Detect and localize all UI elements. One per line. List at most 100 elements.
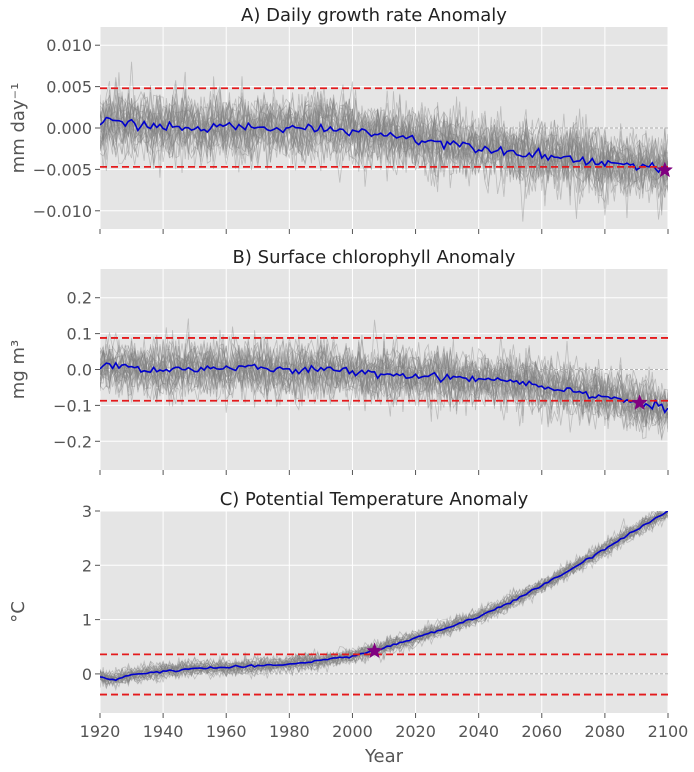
y-tick-label: 3 (82, 502, 92, 521)
x-tick-label: 1960 (206, 722, 247, 741)
ensemble-member-line (100, 511, 668, 682)
panel-title: C) Potential Temperature Anomaly (220, 489, 529, 510)
panel-title: B) Surface chlorophyll Anomaly (233, 247, 516, 268)
x-tick-label: 2100 (648, 722, 689, 741)
ensemble-member-line (100, 334, 668, 432)
series-group (100, 318, 668, 441)
ensemble-member-line (100, 76, 668, 198)
ensemble-member-line (100, 511, 668, 685)
ensemble-member-line (100, 512, 668, 683)
ensemble-member-line (100, 337, 668, 427)
ensemble-member-line (100, 92, 668, 198)
ensemble-member-line (100, 80, 668, 182)
y-tick-label: −0.1 (53, 396, 92, 415)
ensemble-mean-line (100, 361, 668, 414)
ensemble-member-line (100, 335, 668, 426)
ensemble-member-line (100, 94, 668, 220)
ensemble-member-line (100, 87, 668, 216)
y-tick-label: 0.010 (46, 36, 92, 55)
x-tick-label: 2080 (585, 722, 626, 741)
y-tick-label: −0.2 (53, 432, 92, 451)
x-axis-label: Year (364, 746, 404, 767)
ensemble-member-line (100, 337, 668, 432)
ensemble-member-line (100, 72, 668, 204)
ensemble-member-line (100, 100, 668, 205)
y-tick-label: 0.005 (46, 78, 92, 97)
emergence-star-marker (656, 161, 674, 178)
y-tick-label: 2 (82, 556, 92, 575)
ensemble-member-line (100, 511, 668, 684)
ensemble-member-line (100, 334, 668, 422)
ensemble-member-line (100, 94, 668, 219)
ensemble-member-line (100, 342, 668, 441)
ensemble-member-line (100, 338, 668, 426)
ensemble-member-line (100, 514, 668, 688)
ensemble-member-line (100, 89, 668, 216)
ensemble-member-line (100, 338, 668, 428)
ensemble-member-line (100, 511, 668, 681)
ensemble-member-line (100, 318, 668, 432)
ensemble-member-line (100, 91, 668, 194)
ensemble-member-line (100, 511, 668, 687)
ensemble-member-line (100, 337, 668, 424)
y-tick-label: 0.2 (67, 289, 92, 308)
y-tick-label: −0.005 (33, 160, 92, 179)
ensemble-member-line (100, 94, 668, 206)
y-axis-label: mm day⁻¹ (8, 83, 29, 174)
x-tick-label: 2060 (521, 722, 562, 741)
ensemble-member-line (100, 511, 668, 685)
ensemble-member-line (100, 338, 668, 426)
y-axis-label: °C (8, 601, 29, 623)
ensemble-member-line (100, 341, 668, 420)
ensemble-mean-line (100, 511, 668, 682)
ensemble-member-line (100, 319, 668, 407)
ensemble-mean-line (100, 116, 668, 174)
y-tick-label: 0.0 (67, 361, 92, 380)
ensemble-member-line (100, 512, 668, 690)
x-tick-label: 1980 (269, 722, 310, 741)
ensemble-member-line (100, 511, 668, 685)
panel-temperature: 1920 1940 1960 1980 2000 2020 2040 2060 2080 2100… (8, 489, 688, 741)
ensemble-member-line (100, 511, 661, 687)
emergence-star-marker (366, 642, 383, 659)
ensemble-member-line (100, 91, 668, 197)
ensemble-member-line (100, 330, 668, 427)
ensemble-member-line (100, 86, 668, 202)
ensemble-member-line (100, 511, 668, 690)
ensemble-member-line (100, 80, 668, 193)
x-tick-label: 1940 (143, 722, 184, 741)
y-tick-label: −0.010 (33, 202, 92, 221)
panel-chlorophyll: −0.2 −0.1 0.0 0.1 0.2 B) Surface chlorophyll … (8, 247, 669, 475)
x-tick-label: 2040 (458, 722, 499, 741)
y-tick-label: 1 (82, 611, 92, 630)
x-tick-label: 2000 (332, 722, 373, 741)
ensemble-member-line (100, 326, 668, 431)
ensemble-member-line (100, 61, 668, 186)
ensemble-member-line (100, 332, 668, 421)
ensemble-member-line (100, 337, 668, 424)
ensemble-member-line (100, 88, 668, 209)
panel-title: A) Daily growth rate Anomaly (241, 5, 507, 26)
ensemble-member-line (100, 511, 667, 683)
ensemble-member-line (100, 71, 668, 183)
ensemble-member-line (100, 334, 668, 427)
ensemble-member-line (100, 338, 668, 424)
emergence-star-marker (631, 394, 648, 410)
y-tick-label: 0 (82, 665, 92, 684)
ensemble-member-line (100, 92, 668, 219)
ensemble-member-line (100, 91, 668, 197)
ensemble-member-line (100, 347, 668, 430)
y-axis-label: mg m³ (8, 340, 29, 399)
ensemble-member-line (100, 99, 668, 222)
ensemble-member-line (100, 343, 668, 435)
ensemble-member-line (100, 511, 668, 685)
panel-growth-rate: −0.010 −0.005 0.000 0.005 0.010 A) Daily grow… (8, 5, 674, 234)
y-tick-label: 0.1 (67, 325, 92, 344)
ensemble-member-line (100, 86, 668, 178)
ensemble-member-line (100, 330, 668, 421)
ensemble-member-line (100, 336, 668, 429)
ensemble-member-line (100, 339, 668, 433)
ensemble-member-line (100, 511, 668, 692)
x-tick-label: 2020 (395, 722, 436, 741)
